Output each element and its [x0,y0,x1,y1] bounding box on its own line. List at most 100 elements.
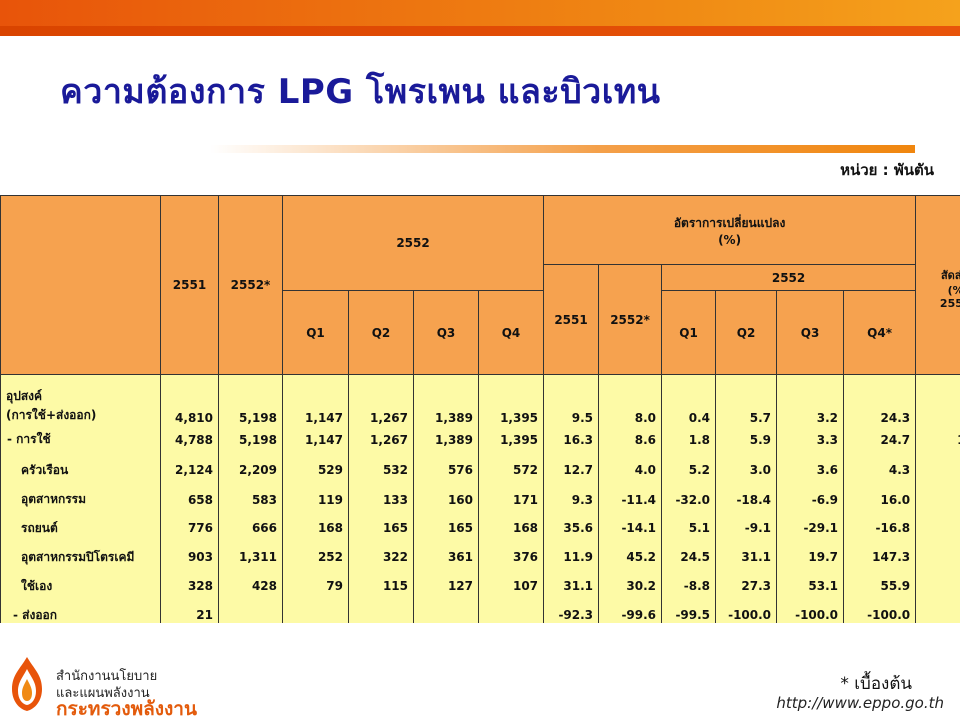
table-cell: 576 [414,455,479,486]
table-cell: 19.7 [777,543,844,572]
table-cell: 5,198 [219,425,283,455]
header-growth-q3: Q3 [777,291,844,375]
table-cell: 328 [161,572,219,601]
website-url[interactable]: http://www.eppo.go.th [776,694,944,712]
table-cell: -6.9 [777,486,844,514]
table-cell: 252 [283,543,349,572]
table-cell: 9.5 [544,375,599,425]
table-cell: 1,147 [283,375,349,425]
table-cell: 428 [219,572,283,601]
table-cell: 1,395 [479,425,544,455]
table-cell: 583 [219,486,283,514]
table-cell: 361 [414,543,479,572]
table-cell: 24.5 [662,543,716,572]
table-cell: 4.3 [844,455,916,486]
table-cell: 147.3 [844,543,916,572]
share-unit: (%) [921,284,960,297]
table-cell: -18.4 [716,486,777,514]
header-2552p: 2552* [219,196,283,375]
growth-title: อัตราการเปลี่ยนแปลง [549,214,910,233]
table-cell [219,601,283,624]
table-cell: 5,198 [219,375,283,425]
top-banner [0,0,960,26]
table-cell: -100.0 [844,601,916,624]
header-growth-q2: Q2 [716,291,777,375]
table-cell: -99.5 [662,601,716,624]
unit-label: หน่วย : พันตัน [840,158,934,182]
table-cell: 30.2 [599,572,662,601]
table-cell: 776 [161,514,219,543]
table-cell: 1,389 [414,425,479,455]
header-q3: Q3 [414,291,479,375]
header-growth-2551: 2551 [544,265,599,375]
top-banner-stripe [0,26,960,36]
table-cell: 11.9 [544,543,599,572]
table-cell: 31.1 [716,543,777,572]
table-cell: 16.3 [544,425,599,455]
row-label: อุตสาหกรรมปิโตรเคมี [1,543,161,572]
preliminary-note: * เบื้องต้น [840,670,912,697]
table-cell: 5.1 [662,514,716,543]
table-cell: -16.8 [844,514,916,543]
table-cell: 35.6 [544,514,599,543]
table-cell: 4.0 [599,455,662,486]
table-cell: 127 [414,572,479,601]
header-growth-2552: 2552 [662,265,916,291]
row-label: ครัวเรือน [1,455,161,486]
table-cell: 3.6 [777,455,844,486]
table-cell: -14.1 [599,514,662,543]
header-growth-q4: Q4* [844,291,916,375]
table-cell: 3.2 [777,375,844,425]
table-cell: 168 [283,514,349,543]
table-cell: 8.6 [599,425,662,455]
table-cell: -100.0 [716,601,777,624]
table-cell: 119 [283,486,349,514]
row-label: - การใช้ [1,425,161,455]
header-q2: Q2 [349,291,414,375]
table-cell: 8.3 [916,572,960,601]
header-growth-2552p: 2552* [599,265,662,375]
header-q1: Q1 [283,291,349,375]
table-cell: 5.9 [716,425,777,455]
share-year: 2552* [921,297,960,310]
table-cell: 21 [161,601,219,624]
table-cell: 1,147 [283,425,349,455]
table-cell: 133 [349,486,414,514]
table-cell: 12.7 [544,455,599,486]
table-cell [916,375,960,425]
table-cell: 322 [349,543,414,572]
table-cell: -11.4 [599,486,662,514]
header-share: สัดส่วน (%) 2552* [916,196,960,375]
table-cell: 1,267 [349,425,414,455]
table-cell: 16.0 [844,486,916,514]
row-label-line2: (การใช้+ส่งออก) [6,406,155,425]
table-cell [283,601,349,624]
table-cell: 55.9 [844,572,916,601]
table-cell: 5.2 [662,455,716,486]
table-cell: 24.3 [844,375,916,425]
table-cell: 27.3 [716,572,777,601]
table-cell: 0.4 [662,375,716,425]
table-cell: 1,389 [414,375,479,425]
table-cell: 45.2 [599,543,662,572]
table-cell: 168 [479,514,544,543]
table-cell: 529 [283,455,349,486]
row-label: อุปสงค์(การใช้+ส่งออก) [1,375,161,425]
table-cell: 666 [219,514,283,543]
table-cell: 572 [479,455,544,486]
row-label: - ส่งออก [1,601,161,624]
table-cell: 79 [283,572,349,601]
table-cell: 43.0 [916,455,960,486]
header-2551: 2551 [161,196,219,375]
eppo-logo-icon [6,655,48,713]
table-cell [414,601,479,624]
table-cell: 376 [479,543,544,572]
table-cell: 4,810 [161,375,219,425]
table-cell: 1.8 [662,425,716,455]
table-cell: 165 [414,514,479,543]
